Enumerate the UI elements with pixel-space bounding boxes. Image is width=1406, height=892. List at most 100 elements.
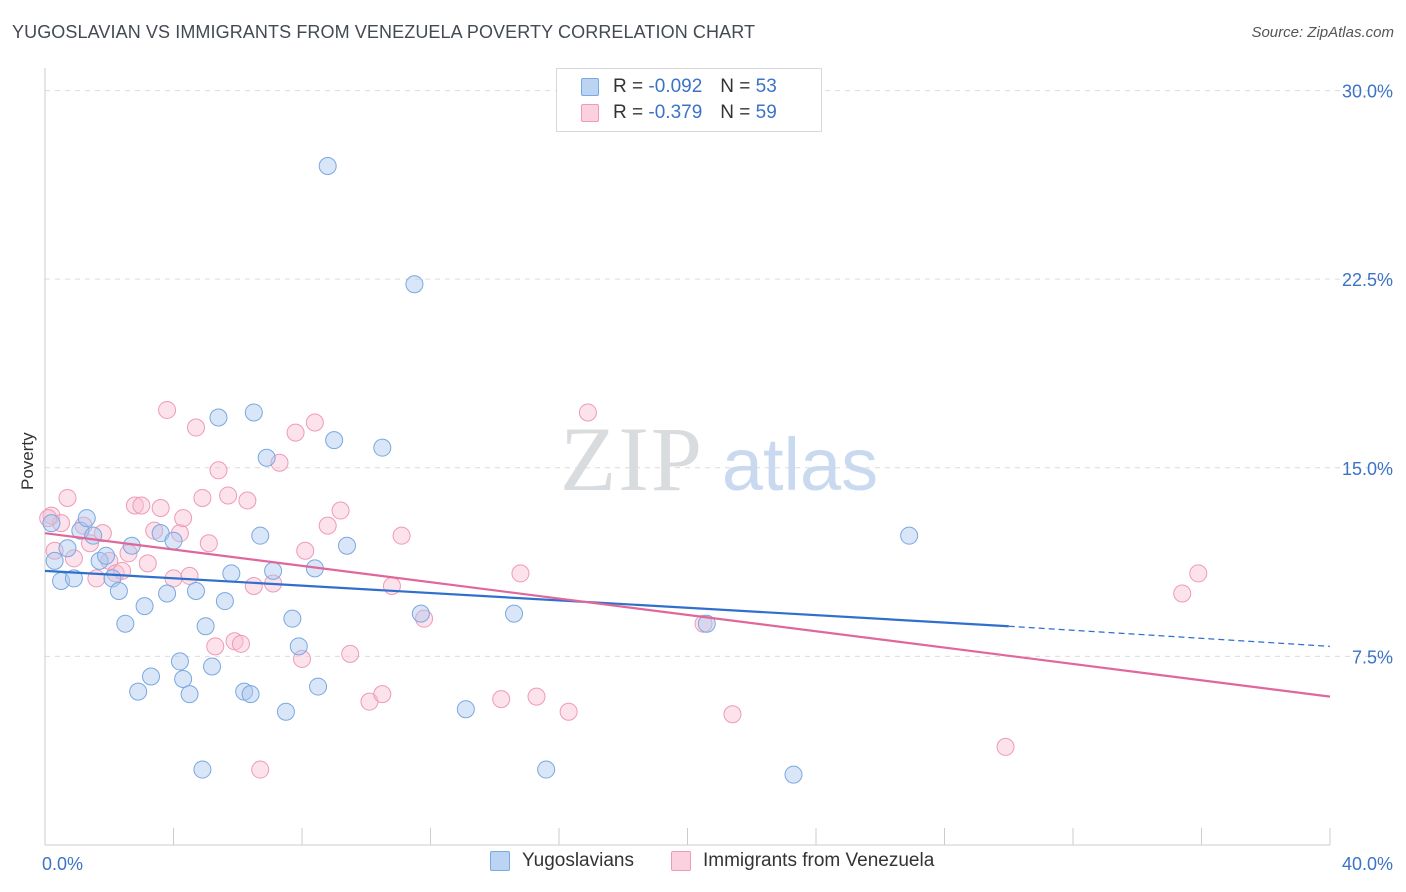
- point-venezuela: [138, 554, 157, 573]
- point-yugoslavians: [251, 526, 270, 545]
- trend-line-yugoslavians-extrapolated: [1008, 625, 1331, 647]
- point-venezuela: [170, 524, 189, 543]
- axes: [44, 68, 1331, 846]
- series-yugoslavians-points: [42, 157, 919, 784]
- legend-item-venezuela[interactable]: Immigrants from Venezuela: [671, 850, 934, 872]
- point-yugoslavians: [309, 677, 328, 696]
- series-venezuela-points: [39, 400, 1208, 779]
- point-venezuela: [158, 400, 177, 419]
- y-axis-title: Poverty: [18, 432, 37, 490]
- legend-n-label: N =: [720, 76, 751, 97]
- y-tick-label: 22.5%: [1342, 270, 1393, 290]
- point-venezuela: [511, 564, 530, 583]
- watermark-atlas: atlas: [722, 423, 878, 506]
- x-tick-label: 0.0%: [42, 854, 83, 874]
- legend-r-label: R =: [613, 76, 644, 97]
- point-yugoslavians: [244, 403, 263, 422]
- point-yugoslavians: [42, 514, 61, 533]
- point-yugoslavians: [135, 597, 154, 616]
- point-venezuela: [39, 509, 58, 528]
- point-yugoslavians: [373, 438, 392, 457]
- point-yugoslavians: [58, 539, 77, 558]
- point-yugoslavians: [45, 551, 64, 570]
- point-venezuela: [125, 496, 144, 515]
- point-yugoslavians: [289, 637, 308, 656]
- point-yugoslavians: [174, 670, 193, 689]
- point-venezuela: [58, 488, 77, 507]
- point-venezuela: [219, 486, 238, 505]
- point-venezuela: [559, 702, 578, 721]
- legend-r-value: -0.379: [648, 102, 703, 123]
- point-yugoslavians: [283, 609, 302, 628]
- point-yugoslavians: [180, 685, 199, 704]
- point-yugoslavians: [158, 584, 177, 603]
- point-venezuela: [174, 509, 193, 528]
- legend-label-yugoslavians: Yugoslavians: [522, 850, 634, 871]
- point-yugoslavians: [784, 765, 803, 784]
- legend-n-value: 59: [755, 102, 777, 123]
- point-yugoslavians: [193, 760, 212, 779]
- point-venezuela: [244, 576, 263, 595]
- trend-line-venezuela: [44, 532, 1331, 698]
- legend-label-venezuela: Immigrants from Venezuela: [703, 850, 935, 871]
- point-yugoslavians: [97, 546, 116, 565]
- point-yugoslavians: [405, 275, 424, 294]
- point-venezuela: [206, 637, 225, 656]
- point-yugoslavians: [264, 561, 283, 580]
- point-yugoslavians: [116, 614, 135, 633]
- legend-swatch-blue: [581, 78, 599, 96]
- point-yugoslavians: [186, 582, 205, 601]
- point-yugoslavians: [129, 682, 148, 701]
- legend-n-label: N =: [720, 102, 751, 123]
- point-venezuela: [373, 685, 392, 704]
- point-yugoslavians: [64, 569, 83, 588]
- legend-row-venezuela: R = -0.379 N = 59: [581, 100, 777, 126]
- point-yugoslavians: [142, 667, 161, 686]
- point-yugoslavians: [241, 685, 260, 704]
- point-venezuela: [193, 488, 212, 507]
- x-tick-label: 40.0%: [1342, 854, 1393, 874]
- point-yugoslavians: [203, 657, 222, 676]
- watermark-zip: ZIP: [560, 408, 704, 510]
- source-credit: Source: ZipAtlas.com: [1251, 24, 1394, 41]
- point-venezuela: [415, 609, 434, 628]
- point-venezuela: [492, 690, 511, 709]
- point-yugoslavians: [196, 617, 215, 636]
- point-yugoslavians: [537, 760, 556, 779]
- y-tick-label: 15.0%: [1342, 459, 1393, 479]
- point-venezuela: [42, 506, 61, 525]
- point-yugoslavians: [222, 564, 241, 583]
- chart-title: YUGOSLAVIAN VS IMMIGRANTS FROM VENEZUELA…: [12, 22, 756, 42]
- point-yugoslavians: [170, 652, 189, 671]
- point-venezuela: [578, 403, 597, 422]
- y-tick-label: 30.0%: [1342, 82, 1393, 102]
- legend-r-value: -0.092: [648, 76, 703, 97]
- point-venezuela: [286, 423, 305, 442]
- point-venezuela: [231, 634, 250, 653]
- point-venezuela: [723, 705, 742, 724]
- point-venezuela: [251, 760, 270, 779]
- point-yugoslavians: [318, 157, 337, 176]
- point-venezuela: [199, 534, 218, 553]
- point-yugoslavians: [456, 700, 475, 719]
- point-venezuela: [186, 418, 205, 437]
- point-venezuela: [296, 541, 315, 560]
- point-venezuela: [996, 737, 1015, 756]
- point-venezuela: [305, 413, 324, 432]
- legend-item-yugoslavians[interactable]: Yugoslavians: [490, 850, 634, 872]
- point-yugoslavians: [209, 408, 228, 427]
- legend-r-label: R =: [613, 102, 644, 123]
- point-venezuela: [64, 549, 83, 568]
- point-yugoslavians: [505, 604, 524, 623]
- point-yugoslavians: [411, 604, 430, 623]
- point-venezuela: [1189, 564, 1208, 583]
- point-yugoslavians: [697, 614, 716, 633]
- point-venezuela: [132, 496, 151, 515]
- point-yugoslavians: [337, 536, 356, 555]
- point-yugoslavians: [84, 526, 103, 545]
- correlation-legend: R = -0.092 N = 53 R = -0.379 N = 59: [556, 68, 822, 132]
- point-venezuela: [1173, 584, 1192, 603]
- point-venezuela: [180, 566, 199, 585]
- point-venezuela: [527, 687, 546, 706]
